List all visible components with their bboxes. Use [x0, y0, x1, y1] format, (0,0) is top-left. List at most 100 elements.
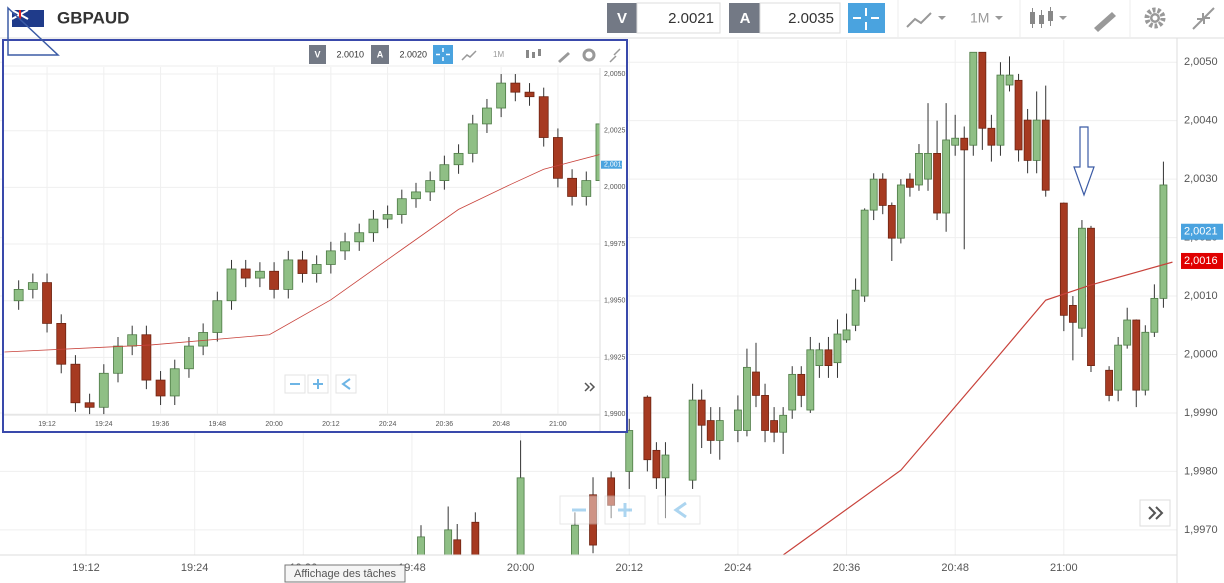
- candle-body: [797, 373, 806, 396]
- inset-frame: [2, 39, 628, 433]
- inset-collapse[interactable]: [609, 48, 621, 63]
- zoom-out[interactable]: [559, 495, 599, 525]
- inset-draw[interactable]: [558, 52, 570, 63]
- inset-share[interactable]: [335, 374, 357, 394]
- collapse-button[interactable]: [1192, 7, 1215, 30]
- inset-bid-button[interactable]: [309, 45, 326, 64]
- bid-box[interactable]: [636, 2, 721, 34]
- inset-ask-button[interactable]: [371, 45, 389, 64]
- candle-body: [311, 264, 322, 274]
- inset-scroll-right[interactable]: [584, 382, 596, 392]
- bid-label: V: [617, 10, 627, 27]
- scroll-right-button[interactable]: [1139, 499, 1171, 527]
- candle-body: [240, 268, 251, 279]
- candle-body: [297, 259, 308, 274]
- x-tick-label: 19:12: [72, 562, 100, 574]
- candle-body: [1078, 227, 1086, 329]
- candle-body: [453, 539, 462, 555]
- inset-timeframe[interactable]: 1M: [493, 50, 504, 59]
- inset-candle-type[interactable]: [526, 49, 541, 58]
- y-tick-label: 1,9990: [1184, 407, 1218, 419]
- x-tick-label: 21:00: [1050, 562, 1078, 574]
- candle-body: [1150, 297, 1159, 333]
- candle-body: [1141, 331, 1150, 391]
- candle-body: [978, 51, 987, 129]
- candle-body: [779, 414, 788, 433]
- moving-average: [4, 153, 600, 353]
- candle-body: [906, 178, 914, 188]
- y-tick-label: 1,9925: [604, 354, 626, 361]
- chart-type-button[interactable]: [906, 12, 946, 28]
- candle-type-button[interactable]: [1030, 7, 1067, 28]
- candle-body: [915, 153, 923, 186]
- inset-chart-type[interactable]: [461, 50, 477, 61]
- candle-body: [924, 153, 932, 180]
- timeframe-caret: [995, 16, 1003, 20]
- candle-body: [933, 153, 941, 214]
- price-label: 2,0021: [1184, 226, 1218, 238]
- candle-body: [98, 372, 109, 408]
- candle-body: [155, 379, 166, 397]
- ask-box[interactable]: [759, 2, 841, 34]
- candle-body: [1068, 304, 1077, 323]
- x-tick-label: 20:24: [379, 421, 397, 428]
- candle-body: [42, 282, 52, 324]
- candle-body: [496, 82, 507, 109]
- bid-price: 2.0021: [668, 10, 714, 27]
- price-label-box: [1181, 252, 1223, 269]
- candle-body: [824, 349, 833, 367]
- candle-body: [354, 232, 365, 243]
- x-tick-label: 20:00: [265, 421, 283, 428]
- candle-body: [987, 127, 996, 146]
- ask-label: A: [740, 10, 751, 27]
- candle-body: [960, 137, 969, 151]
- candle-body: [516, 477, 525, 555]
- bid-button[interactable]: [607, 3, 637, 33]
- moving-average: [782, 261, 1173, 555]
- candle-body: [842, 329, 851, 341]
- inset-crosshair[interactable]: [433, 45, 453, 64]
- share[interactable]: [657, 495, 701, 525]
- x-tick-label: 19:24: [95, 421, 113, 428]
- inset-bid-price: 2.0010: [336, 49, 364, 59]
- plot-area: [417, 51, 1173, 555]
- y-tick-label: 2,0010: [1184, 290, 1218, 302]
- draw-button[interactable]: [1094, 12, 1116, 32]
- candle-body: [833, 333, 842, 364]
- candle-body: [815, 349, 824, 367]
- y-tick-label: 2,0000: [604, 184, 626, 191]
- candle-body: [969, 51, 978, 146]
- arrow-annotation: [1073, 126, 1095, 197]
- candle-body: [770, 420, 779, 433]
- crosshair-button[interactable]: [848, 3, 885, 33]
- candle-body: [553, 137, 563, 179]
- x-tick-label: 20:48: [492, 421, 510, 428]
- timeframe[interactable]: 1M: [970, 10, 989, 26]
- candle-body: [652, 449, 661, 479]
- inset-ask-price: 2.0020: [399, 49, 427, 59]
- settings-button[interactable]: [1144, 7, 1166, 29]
- candle-body: [878, 178, 887, 206]
- x-tick-label: 20:00: [507, 562, 535, 574]
- candle-body: [581, 180, 592, 197]
- zoom-in[interactable]: [604, 495, 646, 525]
- candle-body: [1014, 79, 1023, 151]
- candle-body: [13, 289, 24, 302]
- candle-body: [417, 536, 425, 555]
- y-tick-label: 1,9900: [604, 411, 626, 418]
- candle-body: [382, 214, 393, 220]
- candle-body: [1032, 119, 1041, 161]
- candle-body: [56, 323, 67, 365]
- plot-area: [4, 74, 600, 415]
- candle-body: [340, 241, 350, 252]
- candle-body: [715, 420, 724, 441]
- inset-settings[interactable]: [582, 48, 596, 62]
- candle-body: [625, 430, 634, 472]
- candle-body: [510, 82, 521, 93]
- x-tick-label: 19:24: [181, 562, 209, 574]
- candle-body: [169, 368, 180, 397]
- ask-button[interactable]: [729, 3, 760, 33]
- candle-body: [806, 349, 815, 411]
